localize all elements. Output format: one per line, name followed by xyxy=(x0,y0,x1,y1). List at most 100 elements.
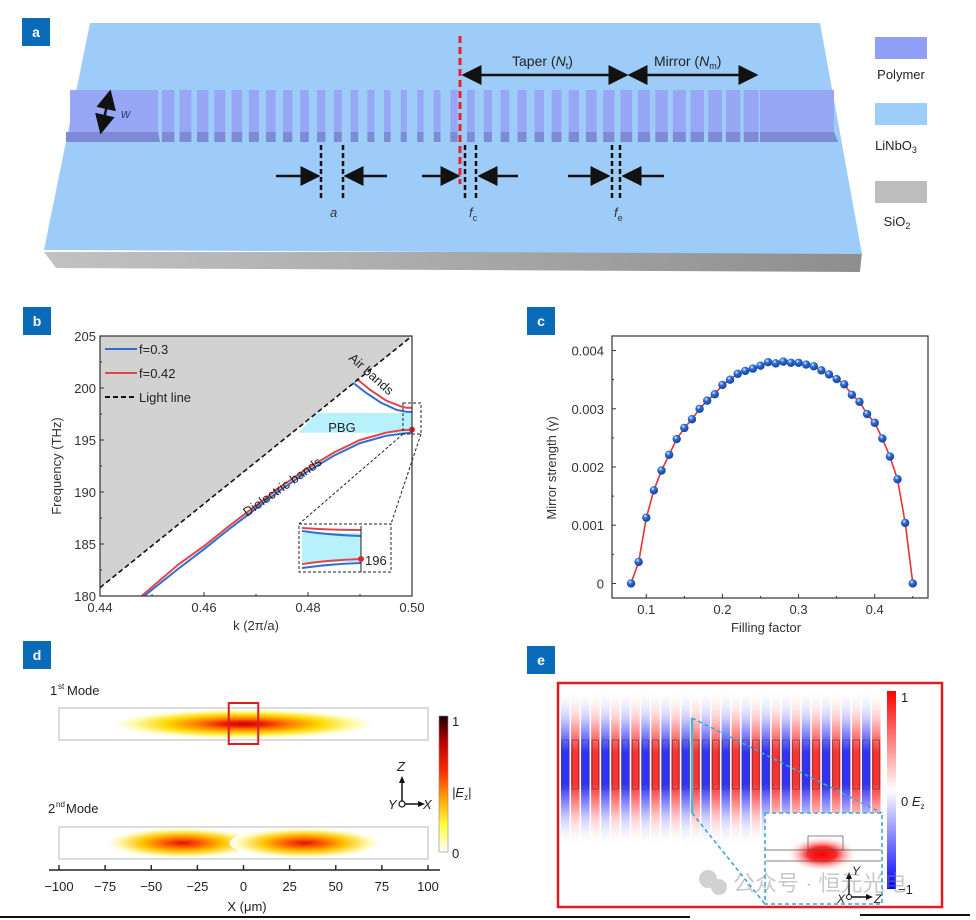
colorbar-label-text: |E xyxy=(452,785,464,800)
polymer-segment xyxy=(551,90,562,132)
data-point xyxy=(885,452,895,461)
inset-z-arrowhead-icon xyxy=(866,894,873,900)
field-stripe-negative xyxy=(701,688,710,848)
material-legend: Polymer LiNbO3 SiO2 xyxy=(875,37,927,231)
polymer-segment xyxy=(214,90,226,132)
polymer-segment-side xyxy=(384,132,391,142)
polymer-segment xyxy=(196,90,209,132)
pbg-region xyxy=(298,412,412,433)
data-point xyxy=(710,390,719,399)
polymer-segment-side xyxy=(350,132,359,142)
colorbar xyxy=(438,715,449,853)
polymer-segment-side xyxy=(725,132,741,142)
polymer-segment xyxy=(620,90,633,132)
polymer-segment xyxy=(690,90,704,132)
x-tick-label: 0 xyxy=(240,879,247,894)
grating-segment-outline xyxy=(742,739,750,790)
y-tick-label: 0.002 xyxy=(571,460,604,475)
grating-segment-outline xyxy=(682,739,690,790)
mode1-label-sup: st xyxy=(58,682,65,691)
x-arrowhead-icon xyxy=(418,801,425,807)
colorbar-max-label: 1 xyxy=(901,690,908,705)
field-stripe-negative xyxy=(621,688,630,848)
field-stripe-positive xyxy=(671,688,680,848)
data-point xyxy=(847,390,857,400)
grating-segment-outline xyxy=(842,739,850,790)
colorbar-mid-label: 0 Ez xyxy=(901,794,925,811)
grating-segment-outline xyxy=(812,739,820,790)
legend-label-linbo3: LiNbO3 xyxy=(875,138,917,155)
y-tick-label: 180 xyxy=(74,589,96,604)
y-tick-label: 200 xyxy=(74,381,96,396)
y-tick-label: 190 xyxy=(74,485,96,500)
mode2-field-lobe xyxy=(229,828,380,858)
y-tick-label: 195 xyxy=(74,433,96,448)
mirror-strength-chart: 0 0.001 0.002 0.003 0.004 0.1 0.2 0.3 0.4 Filling… xyxy=(544,335,929,635)
zoom-projection-line xyxy=(390,433,422,525)
x-tick-label: 100 xyxy=(417,879,439,894)
z-axis-label: Z xyxy=(396,759,406,774)
y-axis-out-icon xyxy=(398,800,406,808)
x-axis-label: X (μm) xyxy=(227,899,266,914)
mode1-field xyxy=(113,709,374,739)
field-stripe-positive xyxy=(711,688,720,848)
field-stripe-positive xyxy=(771,688,781,848)
grating-segment-outline xyxy=(581,739,589,790)
polymer-segment-side xyxy=(265,132,276,142)
data-point xyxy=(733,369,742,379)
polymer-segment-side xyxy=(690,132,704,142)
polymer-segment-side xyxy=(743,132,759,142)
fe-marker xyxy=(568,145,664,200)
grating-segment-outline xyxy=(591,739,599,790)
polymer-segment xyxy=(500,90,510,132)
polymer-segment xyxy=(568,90,580,132)
wechat-bubble-icon xyxy=(699,870,717,888)
colorbar-min-label: 0 xyxy=(452,846,459,861)
grating-segment-outline xyxy=(631,739,640,790)
polymer-segment-side xyxy=(655,132,668,142)
panel-label-b: b xyxy=(23,307,51,335)
data-point xyxy=(801,360,811,369)
data-point xyxy=(862,409,872,419)
mode1-label-num: 1 xyxy=(50,683,57,698)
band-line xyxy=(355,377,412,409)
output-waveguide-side xyxy=(760,132,838,142)
zoom-projection-line xyxy=(298,433,404,525)
polymer-segment-side xyxy=(603,132,615,142)
input-waveguide-side xyxy=(66,132,160,142)
field-stripe-positive xyxy=(571,688,580,848)
grating-segment-outline xyxy=(702,739,710,790)
data-point xyxy=(809,362,818,371)
inset-y-label: Y xyxy=(852,864,861,878)
mirror-label: Mirror (Nm) xyxy=(654,53,721,71)
polymer-segment xyxy=(179,90,192,132)
x-tick-label: 0.44 xyxy=(87,600,112,615)
data-point xyxy=(657,466,666,475)
grating-segment-outline xyxy=(822,739,830,790)
field-stripe-positive xyxy=(831,688,841,848)
colorbar-max-label: 1 xyxy=(452,714,459,729)
polymer-segment xyxy=(467,90,475,132)
grating-segment-outline xyxy=(641,739,650,790)
x-tick-label: −75 xyxy=(94,879,116,894)
polymer-segment-side xyxy=(467,132,475,142)
grating-segment-outline xyxy=(662,739,670,790)
grating-segment-outline xyxy=(752,739,760,790)
polymer-segment-side xyxy=(179,132,192,142)
mode2-label-sup: nd xyxy=(56,800,65,809)
mode1-label-word: Mode xyxy=(67,683,100,698)
colorbar-label-sub: z xyxy=(921,802,925,811)
inset-x-out-icon xyxy=(846,894,852,900)
polymer-segment-side xyxy=(214,132,226,142)
polymer-segment-side xyxy=(283,132,293,142)
colorbar-label-sub: z xyxy=(464,793,468,802)
data-point xyxy=(664,450,674,459)
data-point xyxy=(680,423,689,433)
grating-segment-outline xyxy=(722,739,730,790)
field-stripe-positive xyxy=(651,688,660,848)
field-stripe-negative xyxy=(781,688,791,848)
inset-air-band-blue xyxy=(301,530,362,537)
fe-label: fe xyxy=(614,205,623,223)
panel-label-a: a xyxy=(22,18,50,46)
